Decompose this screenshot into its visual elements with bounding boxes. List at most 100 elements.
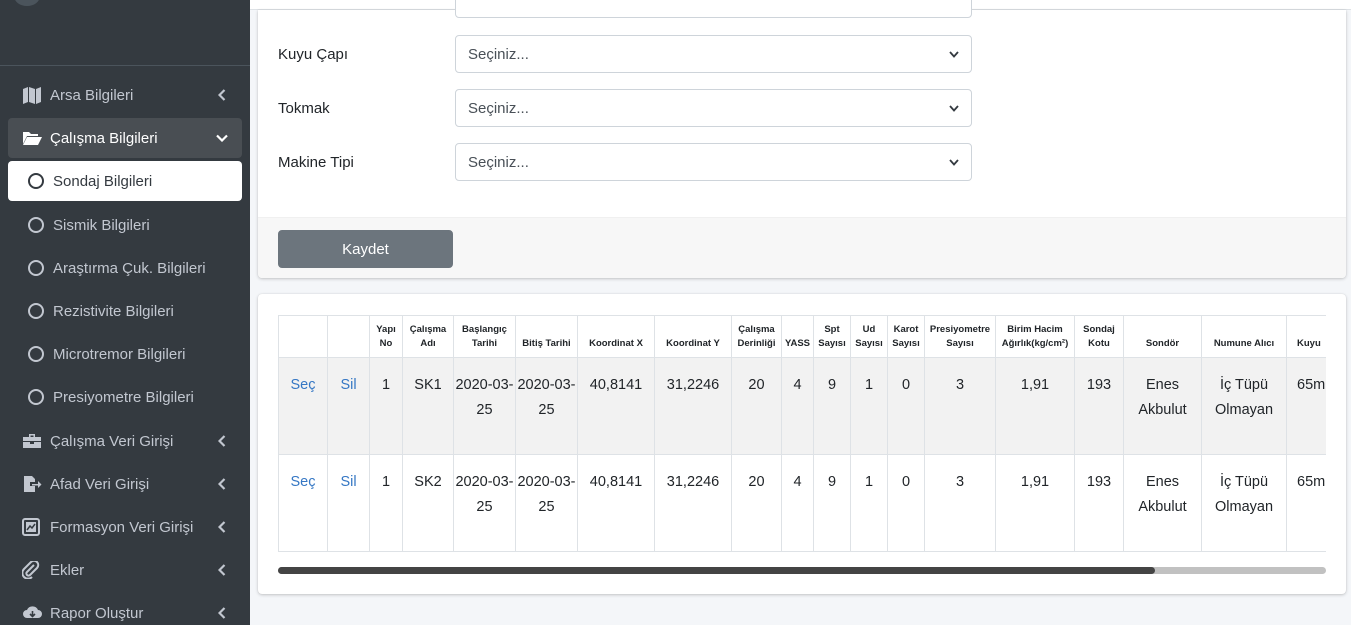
cell-bitis-tarihi: 2020-03-25: [515, 454, 578, 552]
cell-karot-sayisi: 0: [887, 454, 925, 552]
cell-sondor: Enes Akbulut: [1123, 357, 1202, 455]
sidebar: Arsa Bilgileri Çalışma Bilgileri Sondaj …: [0, 0, 250, 625]
paperclip-icon: [22, 561, 48, 579]
col-header-yapi-no[interactable]: Yapı No: [369, 315, 403, 358]
sidebar-item-calisma-veri-girisi[interactable]: Çalışma Veri Girişi: [8, 421, 242, 461]
cell-sondaj-kotu: 193: [1074, 357, 1124, 455]
cell-yass: 4: [781, 454, 814, 552]
sidebar-item-afad-veri-girisi[interactable]: Afad Veri Girişi: [8, 464, 242, 504]
sidebar-item-ekler[interactable]: Ekler: [8, 550, 242, 590]
folder-open-icon: [22, 130, 48, 146]
cell-ud-sayisi: 1: [850, 454, 888, 552]
sondaj-table: Yapı No Çalışma Adı Başlangıç Tarihi Bit…: [278, 315, 1326, 552]
cell-sondor: Enes Akbulut: [1123, 454, 1202, 552]
file-export-icon: [22, 475, 48, 493]
cell-spt-sayisi: 9: [813, 454, 851, 552]
col-header-sondor[interactable]: Sondör: [1123, 315, 1202, 358]
field-label: Kuyu Çapı: [278, 45, 349, 63]
sidebar-item-formasyon-veri-girisi[interactable]: Formasyon Veri Girişi: [8, 507, 242, 547]
chevron-left-icon: [212, 564, 232, 576]
makine-tipi-select[interactable]: Seçiniz...: [455, 143, 972, 181]
sidebar-item-label: Microtremor Bilgileri: [53, 345, 186, 363]
cell-calisma-derinligi: 20: [731, 454, 782, 552]
col-header-numune-alici[interactable]: Numune Alıcı: [1201, 315, 1287, 358]
cell-numune-alici: İç Tüpü Olmayan: [1201, 357, 1287, 455]
chevron-left-icon: [212, 607, 232, 619]
sidebar-item-rapor-olustur[interactable]: Rapor Oluştur: [8, 593, 242, 625]
chevron-down-icon: [949, 50, 959, 58]
table-row: Seç Sil 1 SK1 2020-03-25 2020-03-25 40,8…: [278, 357, 1326, 455]
sidebar-item-microtremor-bilgileri[interactable]: Microtremor Bilgileri: [8, 334, 242, 374]
col-header-birim-hacim-agirlik[interactable]: Birim Hacim Ağırlık(kg/cm²): [995, 315, 1075, 358]
chevron-left-icon: [212, 435, 232, 447]
cell-calisma-adi: SK2: [402, 454, 454, 552]
sidebar-item-label: Sondaj Bilgileri: [53, 172, 153, 190]
form-footer: Kaydet: [258, 217, 1346, 278]
cell-bitis-tarihi: 2020-03-25: [515, 357, 578, 455]
sidebar-item-label: Arsa Bilgileri: [50, 86, 134, 104]
cell-koordinat-y: 31,2246: [654, 357, 732, 455]
col-header-spt-sayisi[interactable]: Spt Sayısı: [813, 315, 851, 358]
cell-calisma-adi: SK1: [402, 357, 454, 455]
cell-yapi-no: 1: [369, 357, 403, 455]
col-header-calisma-adi[interactable]: Çalışma Adı: [402, 315, 454, 358]
col-header-delete: [327, 315, 370, 358]
delete-link[interactable]: Sil: [340, 377, 357, 393]
map-icon: [22, 86, 48, 104]
cell-yapi-no: 1: [369, 454, 403, 552]
circle-icon: [22, 217, 48, 233]
delete-link[interactable]: Sil: [340, 474, 357, 490]
chevron-left-icon: [212, 521, 232, 533]
cell-koordinat-y: 31,2246: [654, 454, 732, 552]
cell-presiyometre-sayisi: 3: [924, 357, 996, 455]
sidebar-item-label: Formasyon Veri Girişi: [50, 518, 194, 536]
sidebar-item-label: Sismik Bilgileri: [53, 216, 150, 234]
col-header-yass[interactable]: YASS: [781, 315, 814, 358]
select-partial-top[interactable]: [455, 0, 972, 18]
cell-delete: Sil: [327, 357, 370, 455]
chevron-left-icon: [212, 89, 232, 101]
sidebar-item-presiyometre-bilgileri[interactable]: Presiyometre Bilgileri: [8, 377, 242, 417]
save-button[interactable]: Kaydet: [278, 230, 453, 268]
cell-kuyu: 65mm 115mm: [1286, 454, 1326, 552]
sidebar-item-arsa-bilgileri[interactable]: Arsa Bilgileri: [8, 75, 242, 115]
col-header-bitis-tarihi[interactable]: Bitiş Tarihi: [515, 315, 578, 358]
col-header-select: [278, 315, 328, 358]
col-header-baslangic-tarihi[interactable]: Başlangıç Tarihi: [453, 315, 516, 358]
table-scroll-area[interactable]: Yapı No Çalışma Adı Başlangıç Tarihi Bit…: [278, 315, 1326, 552]
col-header-presiyometre-sayisi[interactable]: Presiyometre Sayısı: [924, 315, 996, 358]
sidebar-item-calisma-bilgileri[interactable]: Çalışma Bilgileri: [8, 118, 242, 158]
field-label: Tokmak: [278, 99, 330, 117]
sidebar-item-sismik-bilgileri[interactable]: Sismik Bilgileri: [8, 205, 242, 245]
col-header-koordinat-x[interactable]: Koordinat X: [577, 315, 655, 358]
chevron-down-icon: [949, 104, 959, 112]
tokmak-select[interactable]: Seçiniz...: [455, 89, 972, 127]
col-header-sondaj-kotu[interactable]: Sondaj Kotu: [1074, 315, 1124, 358]
sidebar-item-label: Rezistivite Bilgileri: [53, 302, 174, 320]
cell-koordinat-x: 40,8141: [577, 357, 655, 455]
sidebar-item-arastirma-cuk-bilgileri[interactable]: Araştırma Çuk. Bilgileri: [8, 248, 242, 288]
cell-baslangic-tarihi: 2020-03-25: [453, 357, 516, 455]
table-header-row: Yapı No Çalışma Adı Başlangıç Tarihi Bit…: [278, 315, 1326, 358]
horizontal-scrollbar[interactable]: [278, 567, 1326, 574]
cell-baslangic-tarihi: 2020-03-25: [453, 454, 516, 552]
col-header-ud-sayisi[interactable]: Ud Sayısı: [850, 315, 888, 358]
cell-calisma-derinligi: 20: [731, 357, 782, 455]
form-row-makine-tipi: Makine Tipi Seçiniz...: [278, 143, 972, 181]
kuyu-capi-select[interactable]: Seçiniz...: [455, 35, 972, 73]
scrollbar-thumb[interactable]: [278, 567, 1155, 574]
col-header-calisma-derinligi[interactable]: Çalışma Derinliği: [731, 315, 782, 358]
col-header-kuyu[interactable]: Kuyu: [1286, 315, 1326, 358]
select-link[interactable]: Seç: [290, 474, 316, 490]
cell-kuyu: 65mm 115mm: [1286, 357, 1326, 455]
toolbox-icon: [22, 433, 48, 449]
sidebar-brand: [0, 0, 250, 66]
sidebar-item-rezistivite-bilgileri[interactable]: Rezistivite Bilgileri: [8, 291, 242, 331]
select-link[interactable]: Seç: [290, 377, 316, 393]
cell-sondaj-kotu: 193: [1074, 454, 1124, 552]
sidebar-item-sondaj-bilgileri[interactable]: Sondaj Bilgileri: [8, 161, 242, 201]
col-header-koordinat-y[interactable]: Koordinat Y: [654, 315, 732, 358]
field-label: Makine Tipi: [278, 153, 354, 171]
col-header-karot-sayisi[interactable]: Karot Sayısı: [887, 315, 925, 358]
sidebar-item-label: Afad Veri Girişi: [50, 475, 150, 493]
